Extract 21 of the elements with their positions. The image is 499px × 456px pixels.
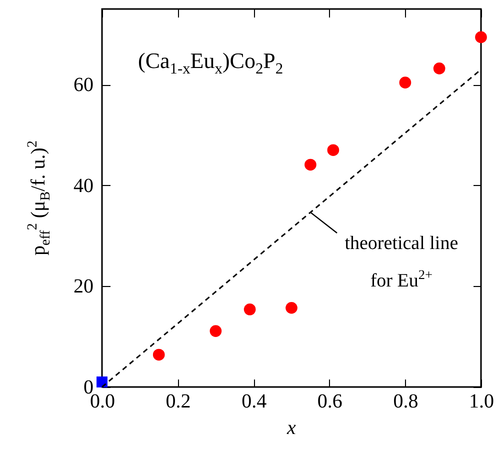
annotation: theoretical line for Eu$^{2+}$ <box>344 232 460 294</box>
x-axis-title: x <box>287 417 296 439</box>
point <box>96 376 108 388</box>
point <box>152 348 165 361</box>
x-tick-label: 0.4 <box>242 390 267 412</box>
x-tick-label: 0.2 <box>166 390 191 412</box>
y-tick-label: 60 <box>74 74 94 96</box>
point <box>475 31 487 44</box>
annotation: (Ca$_{1-x}$Eu$_{x}$)Co$_{2}$P$_{2}$ <box>138 48 284 78</box>
x-tick-label: 1.0 <box>469 390 494 412</box>
x-tick-label: 0.8 <box>393 390 418 412</box>
point <box>210 325 222 337</box>
x-tick-label: 0.6 <box>317 390 342 412</box>
y-tick-label: 20 <box>74 276 94 298</box>
y-tick-label: 40 <box>74 174 94 197</box>
point <box>327 144 340 156</box>
point <box>399 76 412 88</box>
point <box>244 303 256 316</box>
point <box>433 62 446 74</box>
point <box>304 158 316 171</box>
point <box>286 302 298 314</box>
